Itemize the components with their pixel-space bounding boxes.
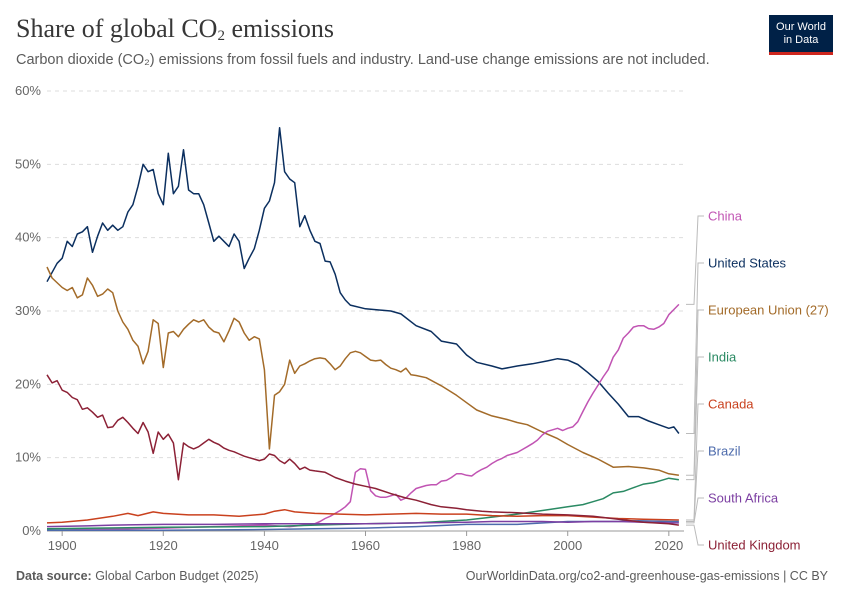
chart-title: Share of global CO2 emissions — [16, 14, 334, 45]
x-tick-label: 1940 — [250, 538, 279, 553]
x-tick-label: 1920 — [149, 538, 178, 553]
line-chart: 0% 10% 20% 30% 40% 50% 60% 1900 1920 1940 1960 198… — [15, 83, 829, 553]
x-tick-label: 1900 — [48, 538, 77, 553]
series-lines — [46, 126, 680, 532]
y-tick-label: 50% — [15, 156, 41, 171]
data-source-label: Data source: — [16, 569, 92, 583]
x-tick-label: 1980 — [452, 538, 481, 553]
label-connector-china — [686, 215, 704, 305]
logo-line-2: in Data — [783, 33, 819, 46]
y-tick-label: 20% — [15, 376, 41, 391]
series-labels: China United States European Union (27) Ind… — [708, 209, 829, 553]
chart-subtitle: Carbon dioxide (CO₂) emissions from foss… — [16, 52, 710, 68]
series-label-india[interactable]: India — [708, 350, 737, 365]
series-label-united-kingdom[interactable]: United Kingdom — [708, 538, 801, 553]
owid-logo[interactable]: Our World in Data — [769, 15, 833, 55]
label-connector-india — [686, 356, 704, 481]
series-label-china[interactable]: China — [708, 209, 743, 224]
label-connector-united-states — [686, 262, 704, 434]
label-connector-canada — [686, 403, 704, 521]
data-source-text: Global Carbon Budget (2025) — [91, 569, 259, 583]
title-main: Share of global CO — [16, 14, 218, 43]
y-tick-label: 30% — [15, 303, 41, 318]
gridlines — [47, 90, 684, 459]
title-subscript: 2 — [217, 28, 225, 44]
series-label-canada[interactable]: Canada — [708, 397, 754, 412]
series-line-brazil[interactable] — [47, 519, 679, 532]
series-line-china[interactable] — [46, 303, 680, 532]
series-line-united-states[interactable] — [46, 126, 680, 434]
label-connector-brazil — [686, 450, 704, 522]
series-label-south-africa[interactable]: South Africa — [708, 491, 779, 506]
series-label-united-states[interactable]: United States — [708, 256, 787, 271]
y-tick-label: 0% — [22, 523, 41, 538]
x-tick-label: 2020 — [654, 538, 683, 553]
y-tick-label: 40% — [15, 230, 41, 245]
x-axis: 1900 1920 1940 1960 1980 2000 2020 — [47, 530, 684, 553]
data-source: Data source: Global Carbon Budget (2025) — [16, 569, 259, 583]
y-tick-label: 60% — [15, 83, 41, 98]
label-connectors — [686, 215, 704, 546]
label-connector-south-africa — [686, 497, 704, 524]
x-tick-label: 2000 — [553, 538, 582, 553]
logo-line-1: Our World — [776, 20, 826, 33]
series-line-european-union-27[interactable] — [46, 266, 680, 477]
source-url-link[interactable]: OurWorldinData.org/co2-and-greenhouse-ga… — [465, 569, 828, 583]
y-axis: 0% 10% 20% 30% 40% 50% 60% — [15, 83, 41, 538]
series-line-canada[interactable] — [46, 508, 679, 524]
label-connector-european-union-27 — [686, 309, 704, 476]
series-line-united-kingdom[interactable] — [46, 374, 680, 526]
y-tick-label: 10% — [15, 450, 41, 465]
series-label-european-union-27[interactable]: European Union (27) — [708, 303, 829, 318]
title-tail: emissions — [224, 14, 335, 43]
series-label-brazil[interactable]: Brazil — [708, 444, 741, 459]
label-connector-united-kingdom — [686, 524, 704, 546]
x-tick-label: 1960 — [351, 538, 380, 553]
series-line-south-africa[interactable] — [46, 520, 679, 528]
